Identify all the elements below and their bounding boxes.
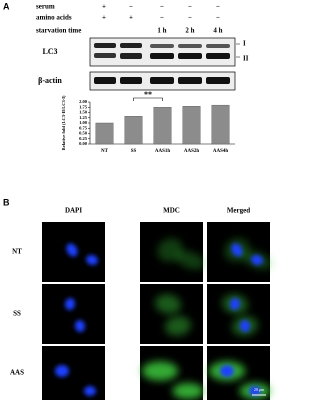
row-label: NT bbox=[12, 248, 22, 256]
nucleus bbox=[55, 365, 69, 377]
condition-name: amino acids bbox=[36, 14, 72, 22]
micrograph bbox=[140, 284, 203, 344]
column-header: DAPI bbox=[65, 207, 82, 215]
condition-name: serum bbox=[36, 3, 55, 11]
y-tick-label: 1.00 bbox=[79, 120, 88, 125]
band-label: I bbox=[243, 40, 246, 48]
micrograph bbox=[42, 284, 105, 344]
y-tick-label: 1.50 bbox=[79, 110, 88, 115]
nucleus bbox=[239, 320, 251, 332]
condition-mark: − bbox=[216, 3, 220, 11]
x-tick-label: AAS1h bbox=[155, 149, 171, 154]
blot-label: β-actin bbox=[38, 76, 62, 85]
y-axis-label: Relative fold (LC3-II/LC3-I) bbox=[61, 95, 66, 150]
condition-mark: − bbox=[188, 3, 192, 11]
y-tick-label: 2.00 bbox=[79, 99, 88, 104]
row-label: AAS bbox=[10, 369, 24, 377]
cell-mdc bbox=[165, 316, 191, 336]
nucleus bbox=[220, 365, 234, 377]
nucleus bbox=[66, 243, 78, 257]
band-label: II bbox=[243, 55, 249, 63]
nucleus bbox=[64, 298, 76, 310]
bar bbox=[211, 104, 230, 145]
nucleus bbox=[86, 254, 98, 266]
panel-label: B bbox=[3, 197, 10, 207]
x-tick-label: NT bbox=[101, 149, 109, 154]
figure: A LC3 β-actin I II B serum + − − − − amino aci… bbox=[3, 1, 272, 400]
nucleus bbox=[249, 386, 261, 396]
condition-mark: + bbox=[129, 14, 133, 22]
blot-label: LC3 bbox=[42, 47, 57, 56]
row-label: SS bbox=[13, 310, 21, 318]
condition-mark: + bbox=[102, 3, 106, 11]
bar bbox=[124, 116, 143, 145]
y-tick-label: 1.25 bbox=[79, 115, 88, 120]
nucleus bbox=[231, 243, 243, 257]
x-tick-label: AAS4h bbox=[213, 149, 229, 154]
micrograph bbox=[207, 284, 270, 344]
condition-mark: − bbox=[188, 14, 192, 22]
bar bbox=[153, 107, 172, 145]
band-ticks bbox=[236, 43, 240, 58]
micrographs bbox=[42, 222, 272, 400]
column-header: Merged bbox=[227, 207, 250, 215]
x-tick-label: AAS2h bbox=[184, 149, 200, 154]
y-tick-label: 0.50 bbox=[79, 131, 88, 136]
y-tick-label: 0.00 bbox=[79, 141, 88, 146]
y-tick-label: 1.75 bbox=[79, 104, 88, 109]
nucleus bbox=[251, 254, 263, 266]
condition-mark: − bbox=[160, 3, 164, 11]
nucleus bbox=[84, 386, 96, 396]
condition-mark: 4 h bbox=[213, 27, 222, 35]
condition-mark: − bbox=[160, 14, 164, 22]
nucleus bbox=[74, 320, 86, 332]
y-tick-label: 0.25 bbox=[79, 136, 88, 141]
actin-bands bbox=[94, 77, 230, 84]
significance-bracket bbox=[133, 97, 163, 101]
cell-mdc bbox=[175, 250, 205, 270]
condition-mark: 1 h bbox=[157, 27, 166, 35]
nucleus bbox=[229, 298, 241, 310]
cell-mdc bbox=[155, 294, 181, 314]
condition-mark: − bbox=[216, 14, 220, 22]
cell-mdc bbox=[141, 361, 179, 381]
scale-bar-label: 20 μm bbox=[254, 387, 265, 392]
cell-mdc bbox=[172, 383, 204, 399]
condition-mark: − bbox=[129, 3, 133, 11]
x-tick-label: SS bbox=[131, 149, 137, 154]
bar bbox=[182, 105, 201, 145]
column-header: MDC bbox=[163, 207, 180, 215]
condition-mark: 2 h bbox=[185, 27, 194, 35]
panel-label: A bbox=[3, 1, 10, 11]
condition-mark: + bbox=[102, 14, 106, 22]
condition-name: starvation time bbox=[36, 27, 81, 35]
bar bbox=[95, 122, 114, 145]
y-tick-label: 0.75 bbox=[79, 125, 88, 130]
blot-frame bbox=[89, 37, 236, 67]
lc3-bands bbox=[94, 43, 230, 59]
significance: ** bbox=[144, 90, 152, 99]
